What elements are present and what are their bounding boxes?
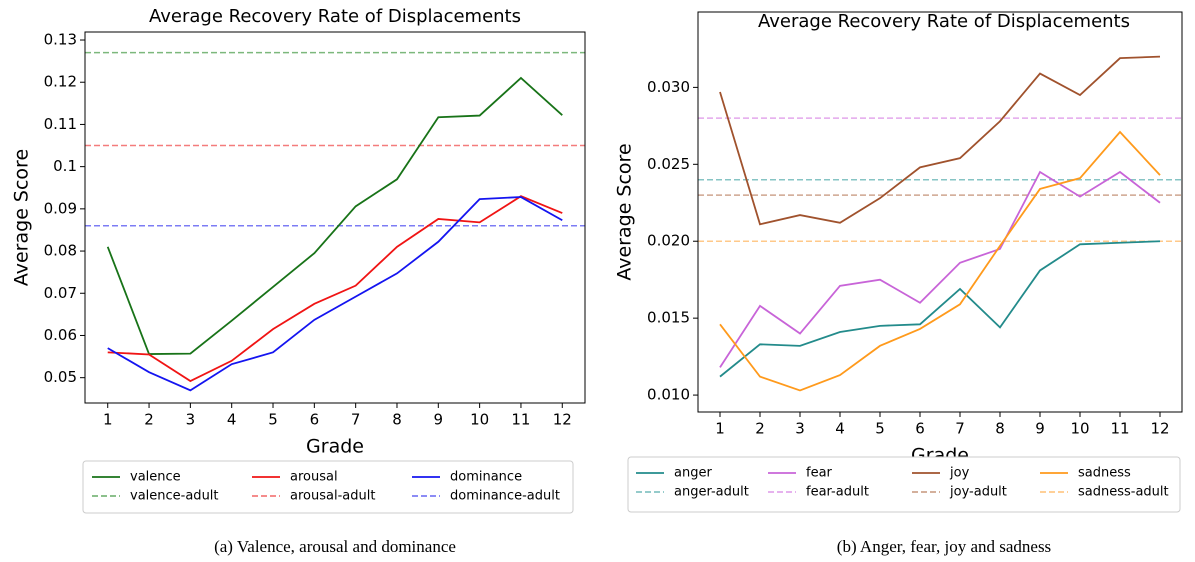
plot-frame (84, 31, 586, 404)
x-tick-label: 8 (392, 411, 402, 429)
x-tick-label: 11 (511, 411, 530, 429)
legend-box (627, 456, 1181, 513)
series-line (719, 130, 1161, 392)
x-tick-label: 6 (310, 411, 320, 429)
x-tick-label: 10 (470, 411, 489, 429)
legend-label: fear (806, 466, 833, 481)
y-tick-label: 0.13 (44, 31, 77, 49)
chart-title: Average Recovery Rate of Displacements (149, 6, 521, 27)
legend-label: sadness (1078, 466, 1131, 481)
caption: (a) Valence, arousal and dominance (214, 537, 456, 556)
legend-label: fear-adult (806, 485, 869, 500)
x-axis-label: Grade (306, 436, 364, 458)
series-line (106, 76, 563, 355)
x-tick-label: 8 (995, 420, 1005, 438)
legend-label: arousal-adult (290, 489, 375, 504)
y-tick-label: 0.025 (647, 155, 690, 173)
series-line (719, 240, 1161, 378)
x-tick-label: 5 (875, 420, 885, 438)
y-tick-label: 0.1 (53, 157, 77, 175)
x-tick-label: 6 (915, 420, 925, 438)
x-tick-label: 12 (1150, 420, 1169, 438)
legend-label: arousal (290, 470, 338, 485)
series-line (107, 195, 563, 383)
x-tick-label: 2 (144, 411, 154, 429)
x-tick-label: 11 (1110, 420, 1129, 438)
legend-label: dominance-adult (450, 489, 560, 504)
x-tick-label: 4 (227, 411, 237, 429)
y-tick-label: 0.030 (647, 78, 690, 96)
x-tick-label: 7 (955, 420, 965, 438)
y-tick-label: 0.09 (44, 199, 77, 217)
legend-label: anger-adult (674, 485, 749, 500)
chart-title: Average Recovery Rate of Displacements (758, 11, 1130, 32)
y-tick-label: 0.12 (44, 73, 77, 91)
y-tick-label: 0.08 (44, 242, 77, 260)
y-tick-label: 0.010 (647, 386, 690, 404)
plot-frame (697, 11, 1183, 413)
x-tick-label: 1 (715, 420, 725, 438)
legend-label: anger (674, 466, 712, 481)
legend-label: sadness-adult (1078, 485, 1169, 500)
series-line (719, 55, 1161, 226)
legend-label: joy-adult (949, 485, 1007, 500)
x-tick-label: 9 (1035, 420, 1045, 438)
legend-label: dominance (450, 470, 522, 485)
series-line (719, 170, 1161, 368)
caption: (b) Anger, fear, joy and sadness (837, 537, 1051, 556)
y-axis-label: Average Score (11, 149, 33, 286)
y-tick-label: 0.06 (44, 326, 77, 344)
x-tick-label: 1 (103, 411, 113, 429)
y-tick-label: 0.020 (647, 232, 690, 250)
y-tick-label: 0.015 (647, 309, 690, 327)
y-tick-label: 0.07 (44, 284, 77, 302)
legend-label: valence-adult (130, 489, 219, 504)
y-axis-label: Average Score (614, 143, 636, 280)
legend-label: valence (130, 470, 181, 485)
x-tick-label: 5 (268, 411, 278, 429)
y-tick-label: 0.11 (44, 115, 77, 133)
x-tick-label: 3 (795, 420, 805, 438)
x-tick-label: 2 (755, 420, 765, 438)
x-tick-label: 4 (835, 420, 845, 438)
series-line (107, 196, 563, 392)
x-tick-label: 7 (351, 411, 361, 429)
x-tick-label: 3 (186, 411, 196, 429)
x-tick-label: 10 (1070, 420, 1089, 438)
y-tick-label: 0.05 (44, 368, 77, 386)
x-tick-label: 9 (434, 411, 444, 429)
legend-label: joy (949, 466, 970, 481)
legend-box (82, 460, 574, 514)
x-tick-label: 12 (553, 411, 572, 429)
